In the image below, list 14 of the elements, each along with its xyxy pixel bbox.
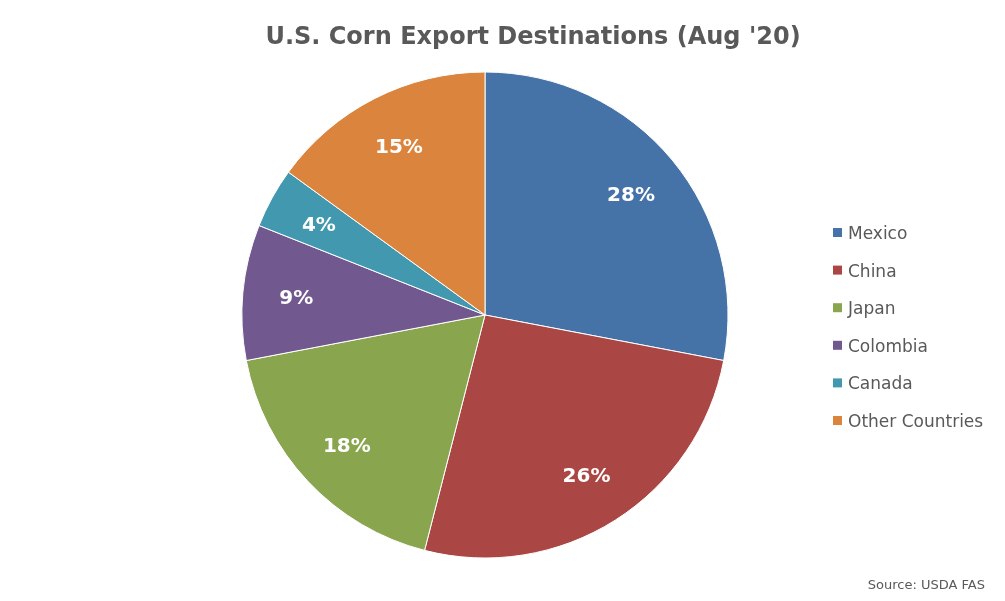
data-label: 26% <box>562 463 611 488</box>
chart-title: U.S. Corn Export Destinations (Aug '20) <box>265 22 801 50</box>
legend-label: Canada <box>848 373 913 394</box>
source-note: Source: USDA FAS <box>867 577 985 592</box>
legend-label: Other Countries <box>848 410 984 431</box>
data-label: 18% <box>322 432 371 457</box>
data-label: 4% <box>301 211 336 236</box>
data-label: 9% <box>279 285 314 310</box>
data-label: 15% <box>375 134 423 159</box>
data-label: 28% <box>607 182 655 207</box>
legend-label: Colombia <box>848 335 928 356</box>
legend-label: Mexico <box>848 222 908 243</box>
legend-label: China <box>848 260 897 281</box>
legend-label: Japan <box>847 298 896 319</box>
